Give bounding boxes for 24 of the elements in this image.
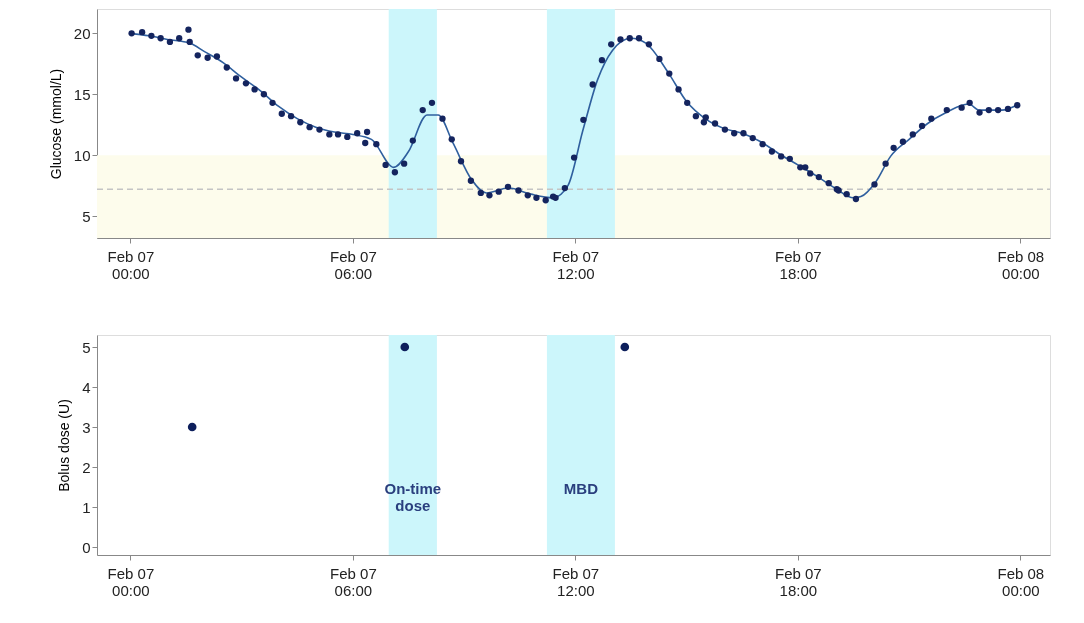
y-tick-label: 1 <box>82 498 91 516</box>
y-tick-label: 0 <box>82 538 91 556</box>
x-tick-label: Feb 07 18:00 <box>774 247 822 282</box>
x-tick-label: Feb 07 12:00 <box>552 564 600 599</box>
y-tick-label: 5 <box>82 207 91 225</box>
y-axis-title: Bolus dose (U) <box>56 399 73 492</box>
y-tick-label: 10 <box>73 146 91 164</box>
band-label: On-time dose <box>384 480 442 514</box>
x-tick-label: Feb 07 12:00 <box>552 247 600 282</box>
x-tick-label: Feb 07 00:00 <box>107 564 155 599</box>
y-tick-label: 4 <box>82 378 91 396</box>
x-tick-label: Feb 08 00:00 <box>997 564 1045 599</box>
band-label: MBD <box>563 480 599 497</box>
x-tick-label: Feb 08 00:00 <box>997 247 1045 282</box>
y-tick-label: 2 <box>82 458 91 476</box>
y-axis-title: Glucose (mmol/L) <box>47 68 64 180</box>
y-tick-label: 5 <box>82 338 91 356</box>
y-tick-label: 20 <box>73 24 91 42</box>
x-tick-label: Feb 07 06:00 <box>330 247 377 282</box>
y-tick-label: 3 <box>82 418 91 436</box>
x-tick-label: Feb 07 00:00 <box>107 247 155 282</box>
y-tick-label: 15 <box>73 85 91 103</box>
x-tick-label: Feb 07 18:00 <box>774 564 822 599</box>
x-tick-label: Feb 07 06:00 <box>330 564 377 599</box>
